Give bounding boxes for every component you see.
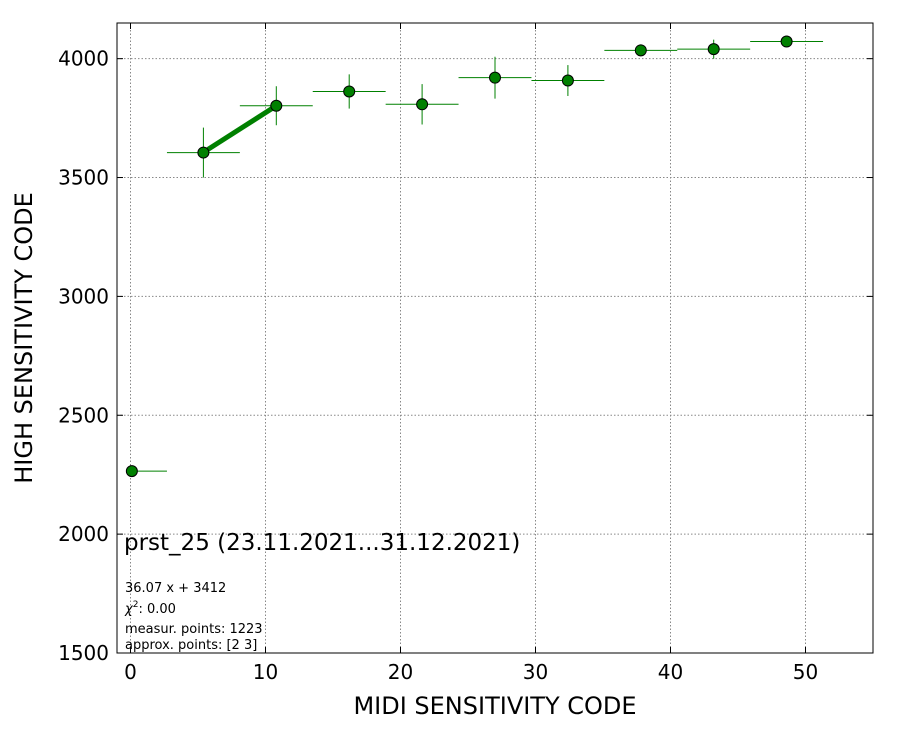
y-tick-label: 3000	[58, 284, 109, 308]
x-axis-label: MIDI SENSITIVITY CODE	[353, 692, 636, 720]
data-point	[489, 71, 501, 84]
annotation-title: prst_25 (23.11.2021...31.12.2021)	[124, 530, 520, 556]
chi-symbol: χ	[124, 602, 134, 617]
annotation-approx-points: approx. points: [2 3]	[125, 638, 257, 653]
data-point	[780, 35, 793, 48]
data-point	[634, 44, 647, 57]
y-axis-label: HIGH SENSITIVITY CODE	[10, 192, 38, 484]
grid	[117, 23, 873, 654]
y-tick-label: 1500	[58, 641, 109, 665]
x-tick-label: 0	[124, 660, 137, 684]
data-point	[707, 43, 720, 56]
y-tick-label: 4000	[58, 47, 109, 71]
chi-exponent: 2	[133, 600, 139, 610]
y-tick-label: 2000	[58, 522, 109, 546]
x-tick-label: 50	[793, 660, 818, 684]
ticks	[117, 23, 873, 654]
data-point	[561, 74, 574, 87]
data-point	[197, 146, 210, 159]
tick-labels: 0 10 20 30 40 50 1500 2000 2500 3000 3500 4000	[58, 47, 818, 684]
errorbars	[130, 37, 824, 472]
x-tick-label: 20	[388, 660, 413, 684]
y-tick-label: 3500	[58, 166, 109, 190]
chi-value: : 0.00	[138, 602, 175, 617]
x-tick-label: 30	[523, 660, 548, 684]
y-tick-label: 2500	[58, 403, 109, 427]
plot-frame	[116, 22, 874, 654]
x-tick-label: 40	[658, 660, 683, 684]
data-point	[416, 98, 429, 111]
annotation-measur-points: measur. points: 1223	[125, 622, 263, 637]
data-point	[125, 465, 138, 478]
fit-line	[202, 103, 278, 155]
fit-line-group	[202, 103, 278, 155]
annotation-equation: 36.07 x + 3412	[125, 581, 226, 596]
data-point	[270, 99, 283, 112]
data-point	[343, 85, 356, 98]
x-tick-label: 10	[253, 660, 278, 684]
markers	[125, 35, 793, 478]
annotation-chi2: χ2: 0.00	[124, 600, 176, 617]
